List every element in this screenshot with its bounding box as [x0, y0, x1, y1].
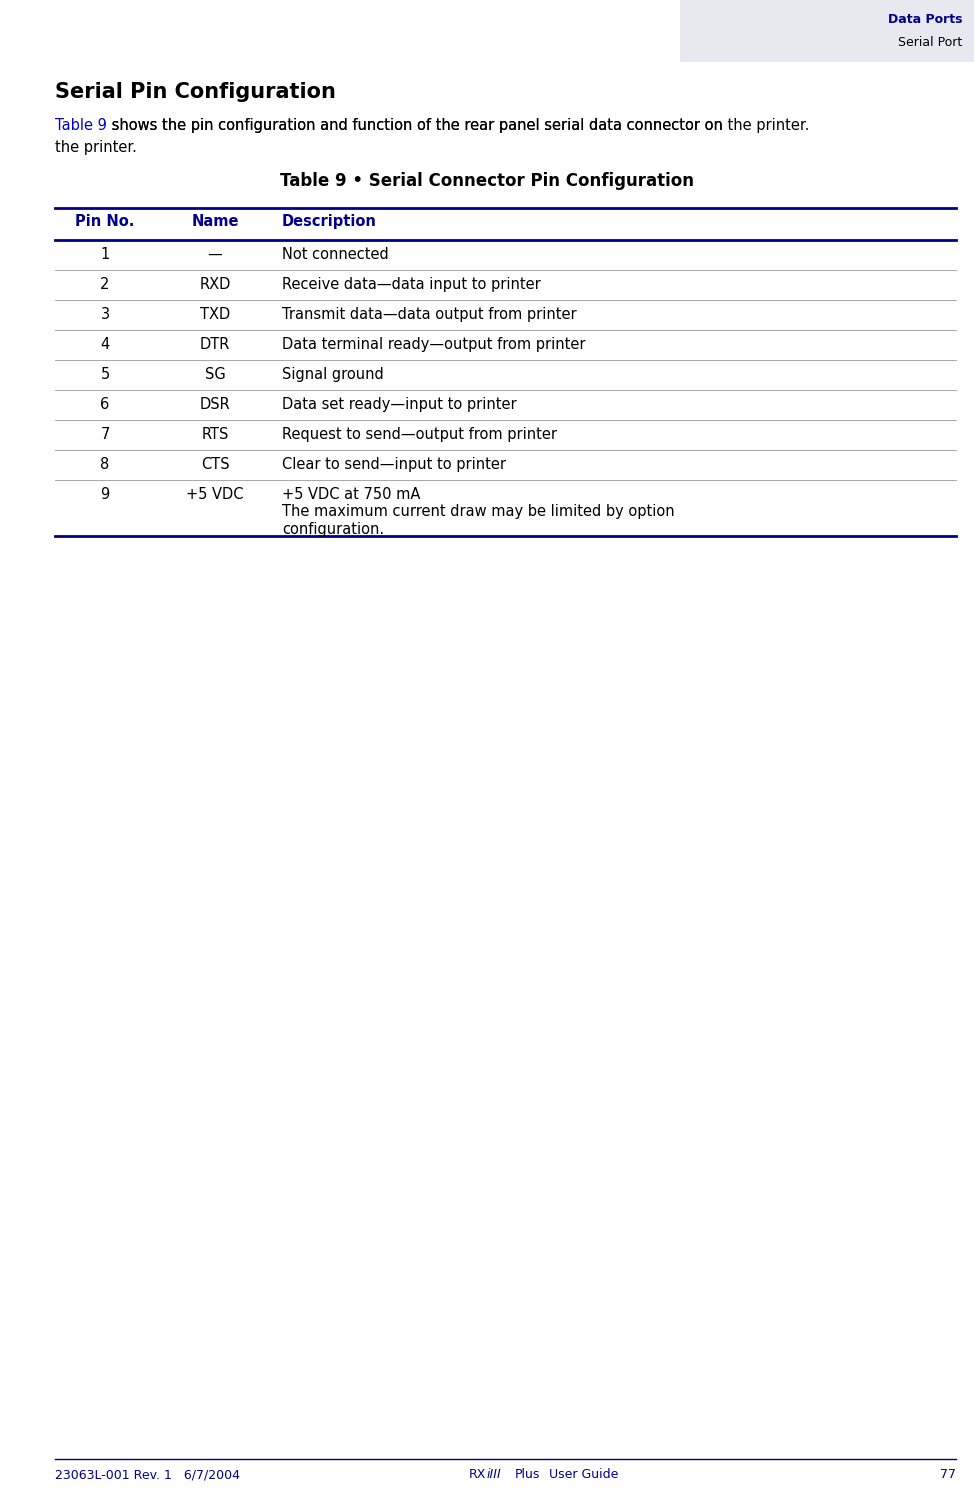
Text: Receive data—data input to printer: Receive data—data input to printer [282, 277, 541, 292]
Text: Transmit data—data output from printer: Transmit data—data output from printer [282, 307, 577, 322]
Text: Table 9: Table 9 [55, 118, 107, 133]
Text: Serial Pin Configuration: Serial Pin Configuration [55, 82, 336, 102]
Text: DSR: DSR [200, 397, 231, 412]
Text: Pin No.: Pin No. [75, 214, 134, 229]
Text: 8: 8 [100, 457, 110, 472]
Text: Request to send—output from printer: Request to send—output from printer [282, 427, 557, 442]
Text: DTR: DTR [200, 337, 230, 352]
Text: 7: 7 [100, 427, 110, 442]
Text: 6: 6 [100, 397, 110, 412]
Text: Serial Port: Serial Port [898, 36, 962, 49]
Text: CTS: CTS [201, 457, 229, 472]
Text: —: — [207, 247, 222, 262]
Text: 2: 2 [100, 277, 110, 292]
Text: RXD: RXD [200, 277, 231, 292]
Text: shows the pin configuration and function of the rear panel serial data connector: shows the pin configuration and function… [107, 118, 723, 133]
Text: 23063L-001 Rev. 1   6/7/2004: 23063L-001 Rev. 1 6/7/2004 [55, 1469, 240, 1482]
Text: 5: 5 [100, 367, 110, 382]
Text: Clear to send—input to printer: Clear to send—input to printer [282, 457, 506, 472]
Text: +5 VDC: +5 VDC [186, 487, 244, 501]
Text: shows the pin configuration and function of the rear panel serial data connector: shows the pin configuration and function… [107, 118, 809, 133]
Text: Data Ports: Data Ports [887, 13, 962, 25]
Text: Signal ground: Signal ground [282, 367, 384, 382]
Text: 4: 4 [100, 337, 110, 352]
Text: 9: 9 [100, 487, 110, 501]
Text: +5 VDC at 750 mA
The maximum current draw may be limited by option
configuration: +5 VDC at 750 mA The maximum current dra… [282, 487, 675, 537]
Text: Data terminal ready—output from printer: Data terminal ready—output from printer [282, 337, 585, 352]
Text: 3: 3 [100, 307, 109, 322]
Text: TXD: TXD [200, 307, 230, 322]
Text: iIII: iIII [487, 1469, 502, 1482]
Text: Data set ready—input to printer: Data set ready—input to printer [282, 397, 516, 412]
FancyBboxPatch shape [680, 0, 974, 61]
Text: User Guide: User Guide [545, 1469, 618, 1482]
Text: 77: 77 [940, 1469, 956, 1482]
Text: RTS: RTS [202, 427, 229, 442]
Text: Not connected: Not connected [282, 247, 389, 262]
Text: SG: SG [205, 367, 225, 382]
Text: RX: RX [468, 1469, 486, 1482]
Text: 1: 1 [100, 247, 110, 262]
Text: Name: Name [191, 214, 239, 229]
Text: Table 9 • Serial Connector Pin Configuration: Table 9 • Serial Connector Pin Configura… [280, 172, 694, 190]
Text: the printer.: the printer. [55, 141, 137, 156]
Text: Plus: Plus [515, 1469, 541, 1482]
Text: Description: Description [282, 214, 377, 229]
